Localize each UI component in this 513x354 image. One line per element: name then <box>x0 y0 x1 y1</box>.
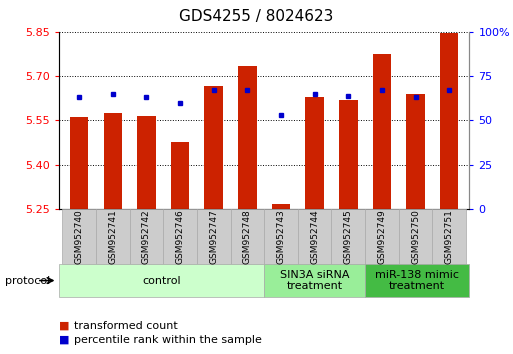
Text: GSM952742: GSM952742 <box>142 209 151 264</box>
Text: miR-138 mimic
treatment: miR-138 mimic treatment <box>375 270 459 291</box>
Text: GSM952750: GSM952750 <box>411 209 420 264</box>
Text: GSM952747: GSM952747 <box>209 209 218 264</box>
Text: protocol: protocol <box>5 275 50 286</box>
Bar <box>305 97 324 209</box>
Bar <box>440 33 459 209</box>
Text: SIN3A siRNA
treatment: SIN3A siRNA treatment <box>280 270 349 291</box>
Bar <box>171 143 189 209</box>
Bar <box>406 94 425 209</box>
Bar <box>339 100 358 209</box>
Text: GDS4255 / 8024623: GDS4255 / 8024623 <box>180 9 333 24</box>
Text: GSM952743: GSM952743 <box>277 209 286 264</box>
Bar <box>70 118 88 209</box>
Text: GSM952751: GSM952751 <box>445 209 453 264</box>
Text: GSM952745: GSM952745 <box>344 209 353 264</box>
Bar <box>137 116 156 209</box>
Text: ■: ■ <box>59 321 69 331</box>
Bar <box>205 86 223 209</box>
Text: control: control <box>142 275 181 286</box>
Text: ■: ■ <box>59 335 69 345</box>
Text: GSM952746: GSM952746 <box>175 209 185 264</box>
Text: percentile rank within the sample: percentile rank within the sample <box>74 335 262 345</box>
Text: GSM952744: GSM952744 <box>310 209 319 264</box>
Bar <box>238 66 256 209</box>
Text: GSM952741: GSM952741 <box>108 209 117 264</box>
Text: GSM952740: GSM952740 <box>75 209 84 264</box>
Bar <box>272 205 290 209</box>
Text: GSM952749: GSM952749 <box>378 209 386 264</box>
Text: GSM952748: GSM952748 <box>243 209 252 264</box>
Bar <box>104 113 122 209</box>
Bar <box>372 54 391 209</box>
Text: transformed count: transformed count <box>74 321 178 331</box>
